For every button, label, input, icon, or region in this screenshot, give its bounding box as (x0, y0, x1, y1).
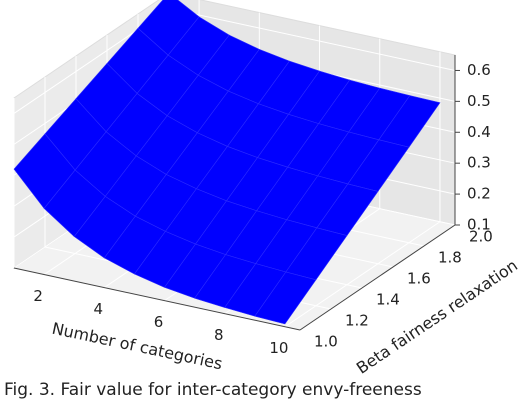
x-tick-label: 8 (214, 326, 224, 344)
z-tick-label: 0.6 (467, 61, 491, 79)
z-tick-label: 0.5 (467, 92, 491, 110)
x-tick-label: 10 (269, 339, 288, 357)
x-tick-label: 4 (94, 300, 104, 318)
y-tick-label: 1.2 (345, 312, 369, 330)
x-axis (13, 267, 301, 331)
grid-line (168, 7, 456, 71)
x-tick-label: 2 (33, 287, 43, 305)
z-tick-label: 0.3 (467, 154, 491, 172)
z-tick-label: 0.4 (467, 123, 491, 141)
y-tick-label: 1.6 (407, 270, 431, 288)
y-axis (299, 224, 456, 331)
y-tick-label: 2.0 (469, 228, 493, 246)
surface (13, 0, 441, 325)
y-tick-label: 1.4 (376, 291, 400, 309)
caption: Fig. 3. Fair value for inter-category en… (4, 380, 422, 400)
z-tick-label: 0.1 (467, 216, 491, 234)
z-tick-label: 0.2 (467, 185, 491, 203)
y-tick-label: 1.0 (314, 333, 338, 351)
x-axis-label: Number of categories (50, 319, 224, 374)
grid-line (284, 221, 441, 328)
surface-patch (254, 271, 317, 325)
x-tick-label: 6 (154, 313, 164, 331)
y-tick-label: 1.8 (438, 249, 462, 267)
